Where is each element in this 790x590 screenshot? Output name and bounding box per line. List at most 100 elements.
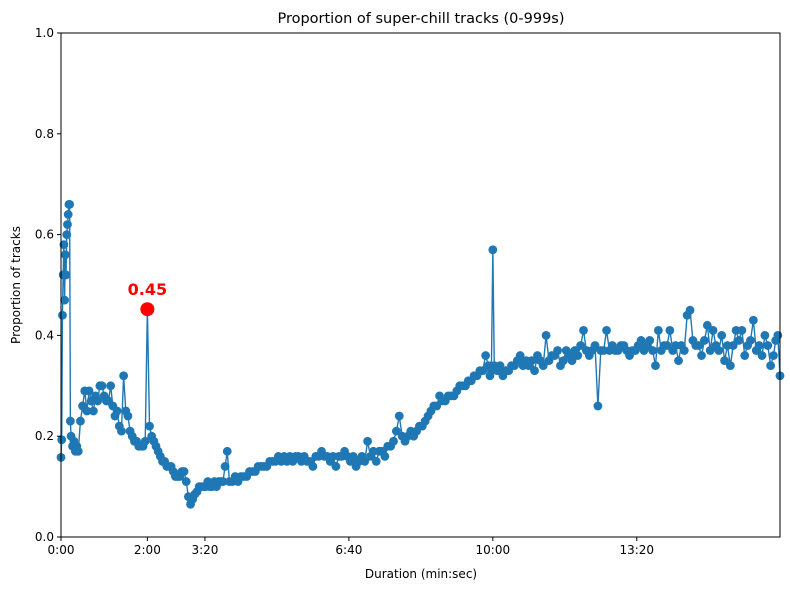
data-point (705, 346, 715, 355)
data-point (773, 331, 783, 340)
data-point (679, 346, 689, 355)
data-point (62, 230, 72, 240)
data-point (391, 426, 401, 436)
data-point (380, 451, 390, 461)
data-point (590, 341, 600, 350)
data-point (734, 336, 744, 345)
data-point (769, 351, 778, 360)
data-point (708, 325, 718, 335)
data-point (117, 426, 126, 436)
data-point (179, 467, 189, 476)
y-tick-label: 0.4 (35, 328, 54, 342)
data-point (348, 451, 358, 461)
data-point (602, 325, 611, 335)
data-point (58, 310, 67, 320)
data-point (579, 325, 588, 335)
data-point (746, 336, 755, 345)
data-point (651, 361, 660, 371)
data-point (763, 341, 773, 350)
data-point (371, 457, 381, 466)
data-point (573, 351, 583, 360)
data-point (757, 351, 767, 360)
data-point (106, 381, 116, 391)
data-point (478, 366, 488, 376)
data-point (218, 477, 228, 486)
data-point (76, 416, 85, 426)
y-axis-label: Proportion of tracks (9, 226, 23, 344)
y-axis: 0.0 0.2 0.4 0.6 0.8 1.0 (35, 26, 61, 544)
data-point (73, 446, 83, 456)
data-point (728, 341, 738, 350)
data-point (65, 416, 75, 426)
data-point (558, 356, 568, 365)
data-point (495, 361, 505, 371)
data-point (123, 411, 133, 421)
data-point (65, 199, 75, 209)
data-point (527, 356, 537, 365)
data-point (481, 351, 491, 360)
data-point (360, 457, 370, 466)
data-point (222, 446, 232, 456)
highlight-group: 0.45 (128, 280, 167, 317)
data-point (363, 436, 372, 446)
x-axis-label: Duration (min:sec) (365, 567, 477, 581)
data-point (541, 331, 551, 340)
data-point (119, 371, 129, 381)
chart-title: Proportion of super-chill tracks (0-999s… (277, 11, 564, 27)
data-point (331, 462, 341, 471)
x-tick-label: 3:20 (191, 543, 218, 557)
data-point (82, 406, 92, 416)
x-tick-label: 2:00 (134, 543, 161, 557)
x-axis: 0:00 2:00 3:20 6:40 10:00 13:20 (48, 537, 654, 557)
data-point (740, 351, 750, 360)
data-point (662, 341, 672, 350)
data-point (488, 245, 498, 255)
data-point (694, 341, 704, 350)
data-point (702, 320, 712, 330)
x-tick-label: 13:20 (619, 543, 654, 557)
data-point (576, 341, 586, 350)
y-tick-label: 0.2 (35, 429, 54, 443)
data-point (567, 356, 577, 365)
x-tick-label: 10:00 (476, 543, 511, 557)
data-point (60, 295, 69, 305)
data-point (60, 250, 70, 260)
data-point (88, 406, 98, 416)
data-point (63, 210, 73, 219)
data-point (97, 381, 107, 391)
data-point (59, 240, 69, 250)
data-point (700, 336, 709, 345)
data-point (737, 325, 747, 335)
highlight-point (140, 302, 155, 317)
data-point (394, 411, 404, 421)
data-point (714, 346, 724, 355)
data-point (653, 325, 663, 335)
data-point (63, 220, 72, 229)
data-point (697, 351, 706, 360)
data-point (720, 356, 729, 365)
data-point (308, 462, 318, 471)
data-point (553, 346, 563, 355)
data-point (538, 361, 548, 371)
highlight-label: 0.45 (128, 280, 167, 299)
data-point (766, 361, 776, 371)
data-point (648, 346, 658, 355)
data-point (432, 401, 442, 411)
data-point (140, 436, 150, 446)
axes-frame (60, 32, 781, 538)
data-point (389, 436, 398, 446)
data-point (530, 366, 539, 376)
data-point (61, 270, 71, 280)
y-tick-label: 0.8 (35, 127, 54, 141)
data-point (112, 406, 122, 416)
data-point (57, 435, 67, 445)
data-point (636, 336, 646, 345)
data-point (145, 421, 154, 431)
data-point (645, 336, 655, 345)
data-point (760, 331, 770, 340)
data-point (717, 331, 727, 340)
data-point (685, 305, 695, 315)
data-point (748, 315, 758, 325)
